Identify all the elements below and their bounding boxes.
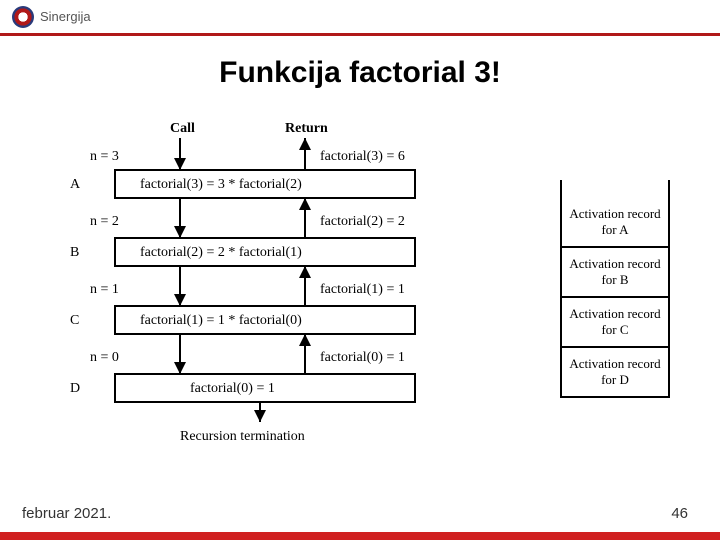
n-2: n = 2 — [90, 214, 119, 229]
stack-cell-b: Activation record for B — [560, 248, 670, 298]
tag-a: A — [70, 177, 81, 192]
ret-0: factorial(0) = 1 — [320, 350, 405, 365]
ret-3: factorial(3) = 6 — [320, 149, 405, 164]
stack-cell-c: Activation record for C — [560, 298, 670, 348]
stack-open-top — [560, 180, 670, 198]
ret-1: factorial(1) = 1 — [320, 282, 405, 297]
recursion-flow: Call Return n = 3 factorial(3) = 6 A fac… — [60, 120, 470, 460]
n-3: n = 3 — [90, 149, 119, 164]
ret-2: factorial(2) = 2 — [320, 214, 405, 229]
footer-page: 46 — [671, 505, 688, 522]
logo: Sinergija — [12, 6, 91, 28]
return-label: Return — [285, 121, 328, 136]
termination-label: Recursion termination — [180, 429, 305, 444]
page-title: Funkcija factorial 3! — [0, 56, 720, 90]
box-b: factorial(2) = 2 * factorial(1) — [140, 245, 302, 260]
box-d: factorial(0) = 1 — [190, 381, 275, 396]
box-c: factorial(1) = 1 * factorial(0) — [140, 313, 302, 328]
call-label: Call — [170, 121, 195, 136]
tag-c: C — [70, 313, 79, 328]
logo-text: Sinergija — [40, 9, 91, 24]
header-bar: Sinergija — [0, 0, 720, 36]
box-a: factorial(3) = 3 * factorial(2) — [140, 177, 302, 192]
activation-stack: Activation record for A Activation recor… — [560, 180, 670, 398]
logo-crest-icon — [12, 6, 34, 28]
n-0: n = 0 — [90, 350, 119, 365]
stack-cell-d: Activation record for D — [560, 348, 670, 398]
tag-d: D — [70, 381, 80, 396]
footer-red-bar — [0, 532, 720, 540]
tag-b: B — [70, 245, 79, 260]
footer-date: februar 2021. — [22, 505, 111, 522]
diagram: Call Return n = 3 factorial(3) = 6 A fac… — [30, 120, 690, 480]
stack-cell-a: Activation record for A — [560, 198, 670, 248]
n-1: n = 1 — [90, 282, 119, 297]
